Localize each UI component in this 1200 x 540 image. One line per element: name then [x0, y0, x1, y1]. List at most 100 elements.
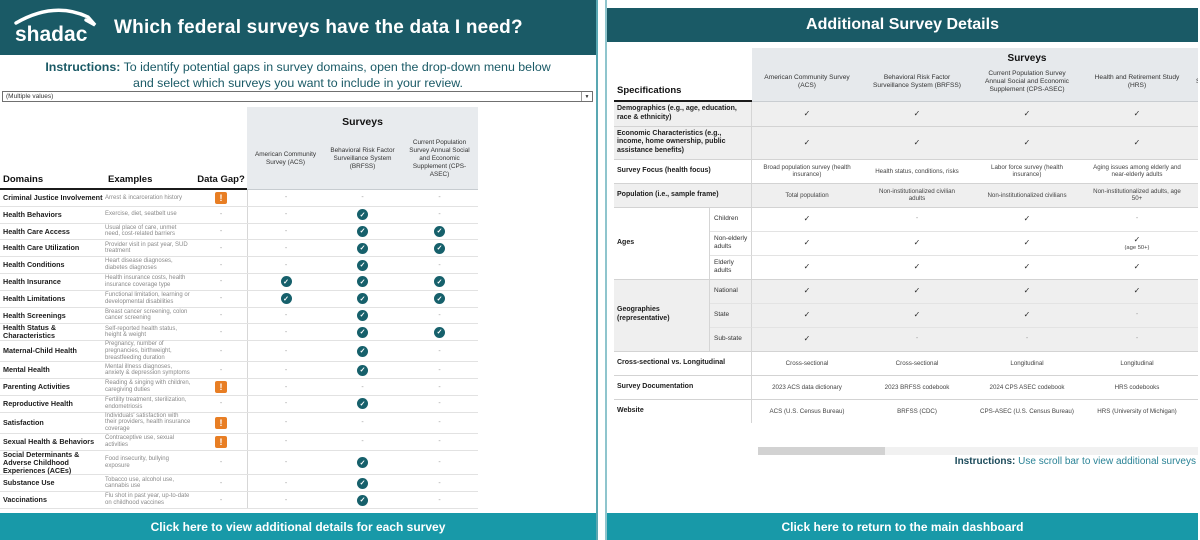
survey-mark-cell: - [247, 492, 324, 509]
dash: - [219, 261, 223, 269]
examples-cell: Individuals' satisfaction with their pro… [105, 412, 191, 433]
spec-value-cell: Longitudinal [1082, 350, 1192, 375]
view-details-button[interactable]: Click here to view additional details fo… [0, 513, 596, 540]
data-gap-cell: - [195, 341, 247, 361]
column-header-datagap: Data Gap? [195, 107, 247, 190]
spec-value-cell: - [1082, 326, 1192, 351]
spec-value-cell [1192, 398, 1198, 423]
check-icon: ✓ [1023, 214, 1031, 224]
dash: - [438, 383, 441, 391]
check-icon: ✓ [357, 326, 368, 338]
spec-value-cell: 2024 CPS ASEC codebook [972, 374, 1082, 399]
table-row: Social Determinants & Adverse Childhood … [0, 450, 478, 476]
dash: - [438, 347, 441, 355]
check-icon: ✓ [357, 398, 368, 410]
panel-survey-details: Additional Survey Details Specifications… [605, 0, 1198, 540]
dash: - [438, 479, 441, 487]
table-row: Mental Health Mental illness diagnoses, a… [0, 362, 478, 380]
survey-mark-cell: - [324, 190, 401, 206]
check-icon: ✓ [357, 242, 368, 254]
column-header-examples: Examples [105, 107, 195, 190]
table-row: Health Insurance Health insurance costs, … [0, 273, 478, 291]
spec-value-cell: ✓ [862, 230, 972, 255]
survey-mark-cell: ✓ [324, 207, 401, 223]
survey-mark-cell: ✓ [324, 451, 401, 475]
spec-value-cell: - [1082, 302, 1192, 327]
survey-mark-cell: ✓ [324, 308, 401, 324]
instructions-label: Instructions: [45, 60, 121, 74]
examples-cell: Usual place of care, unmet need, cost-re… [105, 224, 177, 238]
survey-mark-cell: - [401, 475, 478, 491]
check-icon: ✓ [913, 286, 921, 296]
table-row: Health Care Utilization Provider visit in… [0, 240, 478, 258]
dash: - [438, 419, 441, 427]
spec-value-cell: ✓ [862, 254, 972, 279]
dash: - [438, 311, 441, 319]
dash: - [219, 459, 223, 467]
table-row: Criminal Justice Involvement Arrest & inc… [0, 190, 478, 207]
check-icon: ✓ [803, 310, 811, 320]
survey-column-header: Health and Retirement Study (HRS) [1082, 66, 1192, 102]
spec-value-cell: Non-institutionalized adults, age 50+ [1082, 182, 1192, 207]
dash: - [438, 261, 441, 269]
table-row: Parenting Activities Reading & singing wi… [0, 379, 478, 396]
check-icon: ✓ [357, 477, 368, 489]
data-gap-cell: ! [195, 413, 247, 433]
check-icon: ✓ [357, 457, 368, 469]
survey-mark-cell: ✓ [324, 274, 401, 290]
dash: - [284, 211, 288, 219]
table-row: Economic Characteristics (e.g., income, … [614, 125, 1198, 159]
spec-value-cell: Health status, conditions, risks [862, 158, 972, 183]
survey-mark-cell: - [247, 362, 324, 379]
domain-cell: Health Screenings [3, 310, 66, 320]
survey-mark-cell: - [247, 223, 324, 240]
survey-mark-cell: ✓ [324, 224, 401, 240]
spec-value-cell: ✓ [972, 102, 1082, 126]
domain-cell: Mental Health [3, 365, 50, 375]
survey-mark-cell: ✓ [324, 291, 401, 307]
survey-mark-cell: - [247, 206, 324, 223]
dash: - [438, 211, 441, 219]
spec-value-cell: ✓ [972, 302, 1082, 327]
survey-column-header: American Community Survey (ACS) [752, 66, 862, 102]
spec-value-cell: ✓ [972, 206, 1082, 231]
svg-text:shadac: shadac [15, 23, 88, 46]
examples-cell: Functional limitation, learning or devel… [105, 291, 190, 305]
data-gap-cell: - [195, 240, 247, 256]
scrollbar-thumb[interactable] [758, 447, 885, 455]
survey-column-header: Behavioral Risk Factor Surveillance Syst… [862, 66, 972, 102]
dash: - [361, 194, 364, 202]
check-icon: ✓ [357, 494, 368, 506]
table-row: National ✓ ✓ ✓ ✓ [614, 278, 1198, 303]
dash: - [219, 400, 223, 408]
chevron-down-icon[interactable]: ▼ [581, 92, 592, 101]
domain-cell: Sexual Health & Behaviors [3, 436, 95, 446]
survey-mark-cell: ✓ [247, 273, 324, 290]
examples-cell: Mental illness diagnoses, anxiety & depr… [105, 363, 190, 377]
horizontal-scrollbar[interactable] [758, 447, 1198, 455]
dash: - [438, 194, 441, 202]
row-group-label-cell [614, 326, 710, 351]
dash: - [284, 479, 288, 487]
left-header-bar: shadac Which federal surveys have the da… [0, 0, 596, 55]
survey-mark-cell: ✓ [324, 396, 401, 412]
spec-value-cell: HRS (University of Michigan) [1082, 398, 1192, 423]
table-row: Health Limitations Functional limitation,… [0, 290, 478, 308]
spec-value-cell [1192, 374, 1198, 399]
spec-value-cell: ✓ [1082, 102, 1192, 126]
survey-mark-cell: ✓ [401, 324, 478, 340]
table-row: Website ACS (U.S. Census Bureau) BRFSS (CD… [614, 398, 1198, 423]
dash: - [284, 419, 288, 427]
return-dashboard-button[interactable]: Click here to return to the main dashboa… [607, 513, 1198, 540]
survey-mark-cell: - [401, 396, 478, 412]
domain-cell: Substance Use [3, 478, 55, 488]
check-icon: ✓ [1133, 137, 1141, 147]
check-icon: ✓ [357, 276, 368, 288]
check-icon: ✓ [434, 225, 445, 237]
spec-value-cell: ✓ [862, 302, 972, 327]
check-icon: ✓ [357, 364, 368, 376]
survey-column-headers: American Community Survey (ACS) Behavior… [247, 128, 478, 189]
survey-filter-dropdown[interactable]: (Multiple values) ▼ [2, 91, 593, 102]
survey-mark-cell: - [401, 451, 478, 475]
data-gap-cell: - [195, 492, 247, 508]
